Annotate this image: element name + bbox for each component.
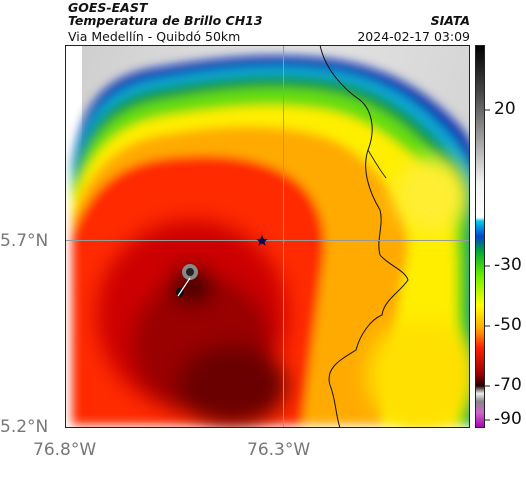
colorbar-tick-label: -90 <box>494 409 522 429</box>
lon-tick-label: 76.8°W <box>33 440 97 460</box>
product-title: Temperatura de Brillo CH13 <box>68 13 263 28</box>
lon-tick-label: 76.3°W <box>247 440 311 460</box>
colorbar <box>475 45 485 428</box>
cloud-field <box>72 45 470 428</box>
border-line <box>319 45 409 428</box>
colorbar-tick-label: 20 <box>494 99 516 119</box>
lat-tick-label: 5.2°N <box>0 417 49 437</box>
colorbar-tick-label: -70 <box>494 375 522 395</box>
timestamp: 2024-02-17 03:09 <box>357 29 470 44</box>
satellite-name: GOES-EAST <box>68 0 148 15</box>
lat-tick-label: 5.7°N <box>0 231 49 251</box>
region-subtitle: Via Medellín - Quibdó 50km <box>68 29 241 44</box>
location-star-icon <box>256 235 268 246</box>
colorbar-tick-label: -30 <box>494 255 522 275</box>
colorbar-tick-label: -50 <box>494 315 522 335</box>
agency-label: SIATA <box>430 13 470 28</box>
plot-frame <box>65 45 470 428</box>
